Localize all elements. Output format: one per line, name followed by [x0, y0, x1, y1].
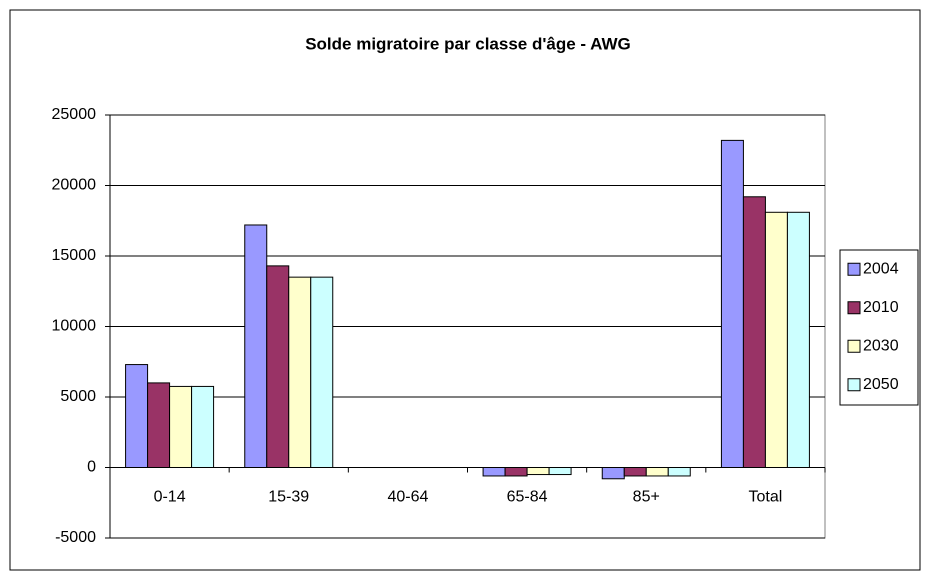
bar: [170, 386, 192, 467]
bar: [527, 468, 549, 475]
x-tick-label: Total: [749, 489, 783, 506]
bar: [192, 386, 214, 467]
legend-swatch: [848, 263, 860, 275]
y-tick-label: 10000: [52, 318, 97, 335]
y-tick-label: 25000: [52, 106, 97, 123]
legend-swatch: [848, 302, 860, 314]
bar: [311, 277, 333, 467]
bar: [602, 468, 624, 479]
x-tick-label: 85+: [633, 489, 660, 506]
bar: [245, 225, 267, 468]
x-tick-label: 15-39: [268, 489, 309, 506]
y-tick-label: 0: [87, 459, 96, 476]
legend-label: 2030: [863, 337, 899, 354]
x-tick-label: 65-84: [507, 489, 548, 506]
legend-label: 2010: [863, 299, 899, 316]
y-tick-label: -5000: [55, 529, 96, 546]
legend-swatch: [848, 379, 860, 391]
bar: [505, 468, 527, 476]
bar: [646, 468, 668, 476]
bar: [743, 197, 765, 468]
bar: [668, 468, 690, 476]
x-tick-label: 0-14: [154, 489, 186, 506]
bar: [549, 468, 571, 475]
legend-swatch: [848, 340, 860, 352]
bar: [267, 266, 289, 468]
bar: [126, 365, 148, 468]
bar: [624, 468, 646, 476]
bar: [289, 277, 311, 467]
bar: [765, 212, 787, 467]
y-tick-label: 5000: [60, 388, 96, 405]
y-tick-label: 20000: [52, 177, 97, 194]
x-tick-label: 40-64: [387, 489, 428, 506]
legend-label: 2050: [863, 376, 899, 393]
bar: [483, 468, 505, 476]
chart-title: Solde migratoire par classe d'âge - AWG: [305, 34, 631, 53]
bar: [148, 383, 170, 468]
legend-label: 2004: [863, 260, 899, 277]
y-tick-label: 15000: [52, 247, 97, 264]
bar: [787, 212, 809, 467]
bar: [721, 140, 743, 467]
